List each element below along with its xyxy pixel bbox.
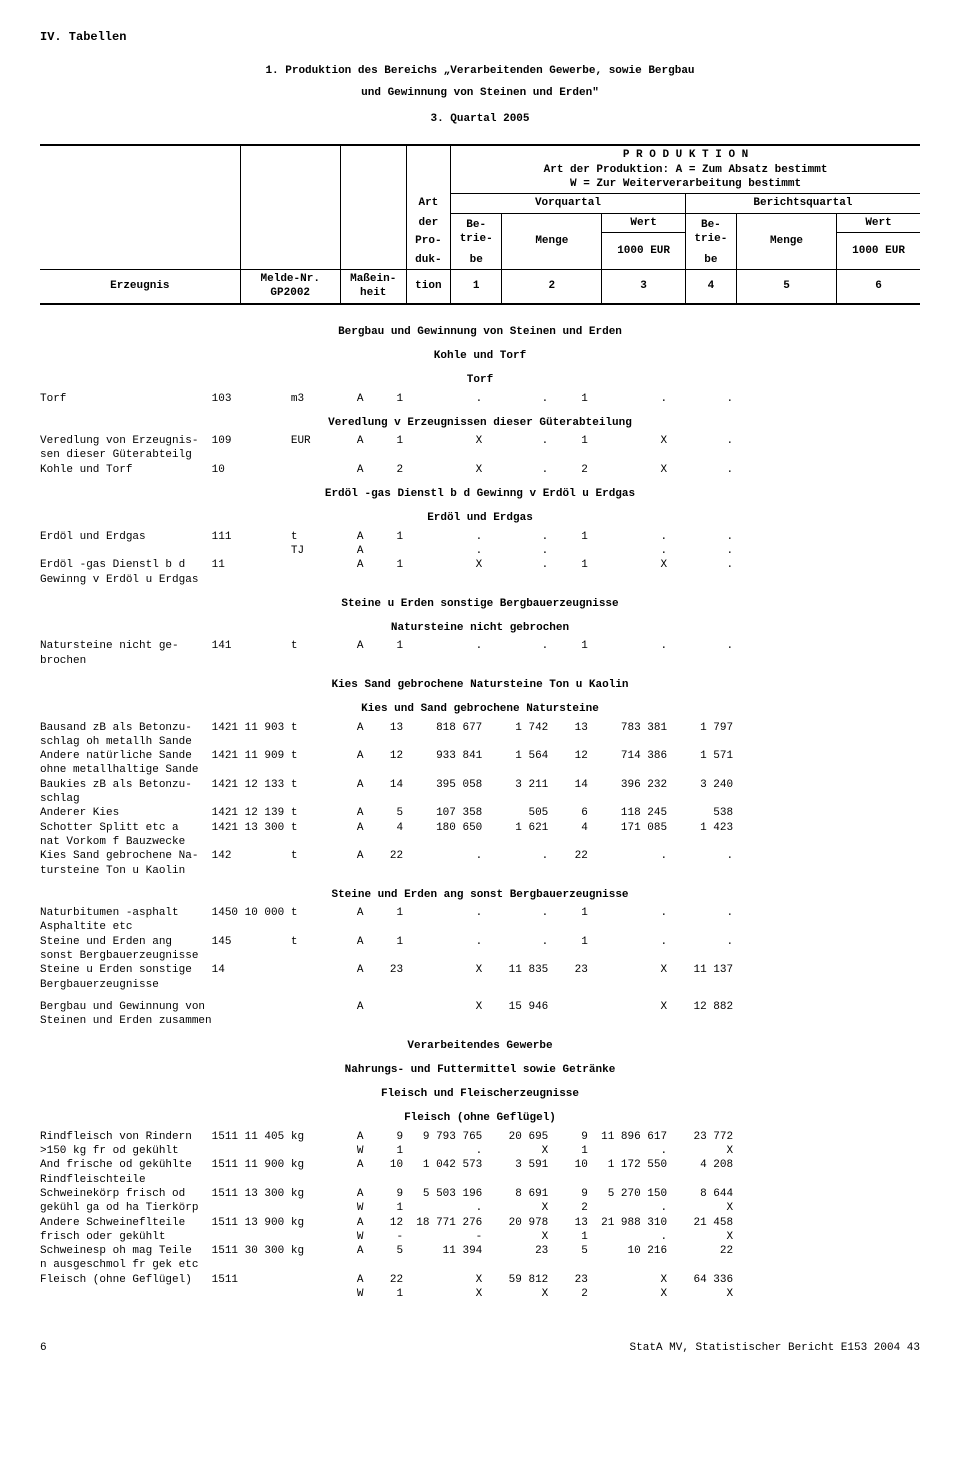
menge-label-2: Menge: [736, 213, 836, 269]
data-row: n ausgeschmol fr gek etc: [40, 1258, 920, 1272]
section-subtitle: Nahrungs- und Futtermittel sowie Getränk…: [40, 1063, 920, 1077]
section-subtitle: Kies und Sand gebrochene Natursteine: [40, 702, 920, 716]
data-body: Bergbau und Gewinnung von Steinen und Er…: [40, 325, 920, 1302]
data-row: TJ A . . . .: [40, 544, 920, 558]
data-row: Natursteine nicht ge- 141 t A 1 . . 1 . …: [40, 639, 920, 653]
data-row: Schotter Splitt etc a 1421 13 300 t A 4 …: [40, 821, 920, 835]
table-title-line2: und Gewinnung von Steinen und Erden": [40, 86, 920, 100]
section-subtitle: Verarbeitendes Gewerbe: [40, 1039, 920, 1053]
der-label: der: [406, 213, 450, 232]
data-row: Anderer Kies 1421 12 139 t A 5 107 358 5…: [40, 806, 920, 820]
prod-desc-a: Art der Produktion: A = Zum Absatz besti…: [544, 164, 828, 176]
data-row: brochen: [40, 654, 920, 668]
data-row: And frische od gekühlte 1511 11 900 kg A…: [40, 1158, 920, 1172]
art-label: Art: [406, 194, 450, 213]
data-row: sonst Bergbauerzeugnisse: [40, 949, 920, 963]
section-subtitle: Veredlung v Erzeugnissen dieser Güterabt…: [40, 416, 920, 430]
data-row: sen dieser Güterabteilg: [40, 448, 920, 462]
eur-label-2: 1000 EUR: [837, 232, 920, 269]
data-row: Gewinng v Erdöl u Erdgas: [40, 573, 920, 587]
section-subtitle: Fleisch und Fleischerzeugnisse: [40, 1087, 920, 1101]
data-row: Rindfleisch von Rindern 1511 11 405 kg A…: [40, 1130, 920, 1144]
be-label: be: [451, 251, 502, 270]
wert-label: Wert: [602, 213, 685, 232]
data-row: Baukies zB als Betonzu- 1421 12 133 t A …: [40, 778, 920, 792]
data-row: Fleisch (ohne Geflügel) 1511 A 22 X 59 8…: [40, 1273, 920, 1287]
data-row: Schweinesp oh mag Teile 1511 30 300 kg A…: [40, 1244, 920, 1258]
section-subtitle: Erdöl -gas Dienstl b d Gewinng v Erdöl u…: [40, 487, 920, 501]
section-subtitle: Natursteine nicht gebrochen: [40, 621, 920, 635]
data-row: Steinen und Erden zusammen: [40, 1014, 920, 1028]
data-row: Erdöl -gas Dienstl b d 11 A 1 X . 1 X .: [40, 558, 920, 572]
prod-desc-w: W = Zur Weiterverarbeitung bestimmt: [570, 178, 801, 190]
be-label-2: be: [685, 251, 736, 270]
eur-label: 1000 EUR: [602, 232, 685, 269]
column-header-table: P R O D U K T I O N Art der Produktion: …: [40, 144, 920, 304]
duk-label: duk-: [406, 251, 450, 270]
data-row: W 1 X X 2 X X: [40, 1287, 920, 1301]
prod-title: P R O D U K T I O N: [623, 149, 748, 161]
data-row: Bergbau und Gewinnung von A X 15 946 X 1…: [40, 1000, 920, 1014]
data-row: Veredlung von Erzeugnis- 109 EUR A 1 X .…: [40, 434, 920, 448]
data-row: ohne metallhaltige Sande: [40, 763, 920, 777]
section-subtitle: Erdöl und Erdgas: [40, 511, 920, 525]
page-number: 6: [40, 1341, 47, 1355]
data-row: Asphaltite etc: [40, 920, 920, 934]
data-row: Naturbitumen -asphalt 1450 10 000 t A 1 …: [40, 906, 920, 920]
data-row: frisch oder gekühlt W - - X 1 . X: [40, 1230, 920, 1244]
menge-label: Menge: [502, 213, 602, 269]
data-row: Andere natürliche Sande 1421 11 909 t A …: [40, 749, 920, 763]
section-subtitle: Steine und Erden ang sonst Bergbauerzeug…: [40, 888, 920, 902]
section-subtitle: Bergbau und Gewinnung von Steinen und Er…: [40, 325, 920, 339]
data-row: nat Vorkom f Bauzwecke: [40, 835, 920, 849]
berichtsquartal-label: Berichtsquartal: [685, 194, 920, 213]
section-subtitle: Torf: [40, 373, 920, 387]
pro-label: Pro-: [406, 232, 450, 250]
data-row: Andere Schweineflteile 1511 13 900 kg A …: [40, 1216, 920, 1230]
section-subtitle: Kies Sand gebrochene Natursteine Ton u K…: [40, 678, 920, 692]
data-row: Steine und Erden ang 145 t A 1 . . 1 . .: [40, 935, 920, 949]
wert-label-2: Wert: [837, 213, 920, 232]
data-row: gekühl ga od ha Tierkörp W 1 . X 2 . X: [40, 1201, 920, 1215]
data-row: Steine u Erden sonstige 14 A 23 X 11 835…: [40, 963, 920, 977]
data-row: Erdöl und Erdgas 111 t A 1 . . 1 . .: [40, 530, 920, 544]
data-row: Rindfleischteile: [40, 1173, 920, 1187]
erzeugnis-label: Erzeugnis: [40, 270, 240, 304]
data-row: Torf 103 m3 A 1 . . 1 . .: [40, 392, 920, 406]
vorquartal-label: Vorquartal: [451, 194, 686, 213]
data-row: Schweinekörp frisch od 1511 13 300 kg A …: [40, 1187, 920, 1201]
data-row: schlag oh metallh Sande: [40, 735, 920, 749]
data-row: schlag: [40, 792, 920, 806]
period: 3. Quartal 2005: [40, 112, 920, 126]
footer-reference: StatA MV, Statistischer Bericht E153 200…: [630, 1341, 920, 1355]
data-row: tursteine Ton u Kaolin: [40, 864, 920, 878]
section-subtitle: Kohle und Torf: [40, 349, 920, 363]
table-title-line1: 1. Produktion des Bereichs „Verarbeitend…: [40, 64, 920, 78]
data-row: Kies Sand gebrochene Na- 142 t A 22 . . …: [40, 849, 920, 863]
section-subtitle: Steine u Erden sonstige Bergbauerzeugnis…: [40, 597, 920, 611]
data-row: Kohle und Torf 10 A 2 X . 2 X .: [40, 463, 920, 477]
section-heading: IV. Tabellen: [40, 30, 920, 46]
data-row: Bausand zB als Betonzu- 1421 11 903 t A …: [40, 721, 920, 735]
data-row: Bergbauerzeugnisse: [40, 978, 920, 992]
section-subtitle: Fleisch (ohne Geflügel): [40, 1111, 920, 1125]
data-row: >150 kg fr od gekühlt W 1 . X 1 . X: [40, 1144, 920, 1158]
